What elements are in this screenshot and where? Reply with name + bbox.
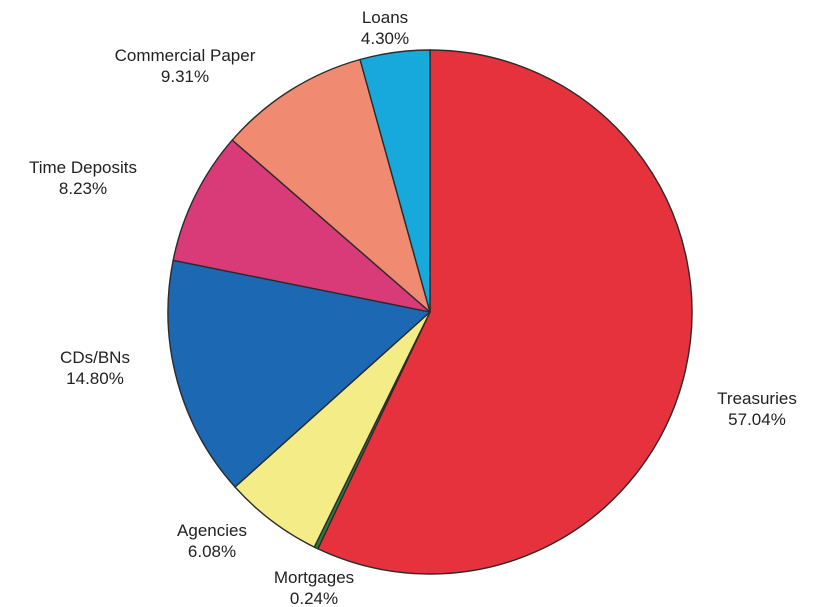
slice-commercial-paper — [231, 58, 431, 313]
slice-loans — [359, 49, 431, 313]
slice-value-time-deposits: 8.23% — [59, 179, 107, 198]
slice-label-treasuries: Treasuries — [717, 389, 797, 408]
slice-label-cds-bns: CDs/BNs — [60, 348, 130, 367]
slice-label-mortgages: Mortgages — [274, 568, 354, 587]
slice-value-agencies: 6.08% — [188, 542, 236, 561]
slice-value-loans: 4.30% — [361, 29, 409, 48]
slice-cds-bns — [167, 259, 431, 488]
slice-value-mortgages: 0.24% — [290, 589, 338, 607]
slice-treasuries — [317, 49, 693, 575]
pie-labels: Treasuries 57.04% Mortgages 0.24% Agencies 6.… — [29, 8, 797, 607]
slice-label-commercial-paper: Commercial Paper — [115, 46, 256, 65]
slice-value-cds-bns: 14.80% — [66, 369, 124, 388]
slice-value-commercial-paper: 9.31% — [161, 67, 209, 86]
slice-label-time-deposits: Time Deposits — [29, 158, 137, 177]
slice-value-treasuries: 57.04% — [728, 410, 786, 429]
slice-time-deposits — [172, 139, 431, 313]
pie-slices — [167, 49, 693, 575]
slice-label-loans: Loans — [362, 8, 408, 27]
slice-label-agencies: Agencies — [177, 521, 247, 540]
